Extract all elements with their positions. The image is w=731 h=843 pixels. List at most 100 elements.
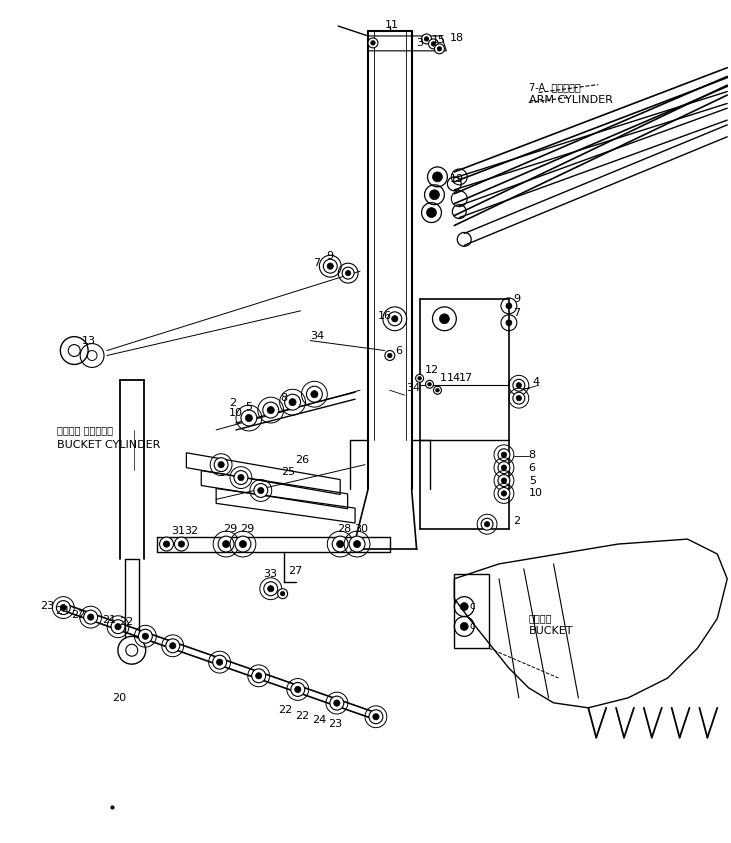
Circle shape bbox=[501, 491, 507, 497]
Text: 14: 14 bbox=[447, 373, 461, 384]
Text: 29: 29 bbox=[223, 524, 238, 534]
Text: BUCKET CYLINDER: BUCKET CYLINDER bbox=[57, 440, 161, 450]
Text: 8: 8 bbox=[281, 393, 288, 403]
Circle shape bbox=[418, 377, 421, 380]
Circle shape bbox=[257, 487, 264, 494]
Text: 16: 16 bbox=[378, 311, 392, 321]
Circle shape bbox=[311, 390, 318, 398]
Text: BUCKET: BUCKET bbox=[529, 626, 573, 636]
Circle shape bbox=[159, 537, 173, 551]
Circle shape bbox=[138, 629, 152, 643]
Text: 26: 26 bbox=[295, 454, 310, 464]
Circle shape bbox=[368, 38, 378, 48]
Circle shape bbox=[175, 537, 189, 551]
Circle shape bbox=[506, 303, 512, 309]
Circle shape bbox=[336, 540, 344, 548]
Text: 22: 22 bbox=[278, 705, 292, 715]
Circle shape bbox=[267, 406, 274, 414]
Circle shape bbox=[434, 44, 444, 54]
Text: ARM CYLINDER: ARM CYLINDER bbox=[529, 95, 613, 105]
Circle shape bbox=[354, 540, 360, 548]
Circle shape bbox=[428, 39, 439, 49]
Circle shape bbox=[143, 633, 148, 639]
Text: 22: 22 bbox=[295, 711, 310, 721]
Circle shape bbox=[437, 46, 442, 51]
Circle shape bbox=[295, 686, 301, 693]
Text: 30: 30 bbox=[354, 524, 368, 534]
Circle shape bbox=[88, 614, 94, 620]
Circle shape bbox=[387, 353, 392, 357]
Text: 23: 23 bbox=[40, 600, 55, 610]
Text: バケット シリンダ゛: バケット シリンダ゛ bbox=[57, 425, 113, 435]
Text: 25: 25 bbox=[281, 467, 295, 476]
Text: 6: 6 bbox=[395, 346, 402, 356]
Circle shape bbox=[330, 696, 344, 710]
Text: 7: 7 bbox=[513, 308, 520, 318]
Text: 27: 27 bbox=[289, 566, 303, 576]
Circle shape bbox=[213, 655, 227, 669]
Circle shape bbox=[111, 620, 125, 634]
Circle shape bbox=[501, 478, 507, 483]
Text: 12: 12 bbox=[425, 365, 439, 375]
Circle shape bbox=[424, 37, 429, 41]
Circle shape bbox=[433, 172, 442, 182]
Circle shape bbox=[84, 610, 98, 624]
Circle shape bbox=[60, 604, 67, 610]
Circle shape bbox=[234, 470, 248, 485]
Circle shape bbox=[373, 714, 379, 720]
Circle shape bbox=[485, 522, 490, 527]
Circle shape bbox=[214, 458, 228, 471]
Text: 18: 18 bbox=[450, 33, 463, 43]
Text: 32: 32 bbox=[184, 526, 199, 536]
Text: 8: 8 bbox=[529, 450, 536, 459]
Circle shape bbox=[164, 541, 170, 547]
Circle shape bbox=[306, 386, 322, 402]
Circle shape bbox=[235, 536, 251, 552]
Text: 5: 5 bbox=[529, 475, 536, 486]
Circle shape bbox=[426, 207, 436, 217]
Circle shape bbox=[461, 622, 469, 631]
Circle shape bbox=[388, 312, 402, 325]
Circle shape bbox=[289, 399, 296, 405]
Circle shape bbox=[327, 263, 333, 269]
Circle shape bbox=[498, 487, 510, 499]
Circle shape bbox=[241, 410, 257, 426]
Circle shape bbox=[430, 190, 439, 200]
Circle shape bbox=[461, 603, 469, 610]
Circle shape bbox=[501, 452, 507, 458]
Text: 9: 9 bbox=[326, 251, 333, 261]
Text: 9: 9 bbox=[513, 294, 520, 304]
Text: 17: 17 bbox=[459, 373, 474, 384]
Text: 15: 15 bbox=[431, 35, 445, 45]
Circle shape bbox=[278, 588, 287, 599]
Text: 2: 2 bbox=[229, 398, 236, 408]
Text: 22: 22 bbox=[71, 609, 86, 620]
Text: 23: 23 bbox=[328, 719, 342, 728]
Circle shape bbox=[431, 41, 436, 46]
Text: 28: 28 bbox=[337, 524, 352, 534]
Circle shape bbox=[433, 386, 442, 395]
Circle shape bbox=[254, 484, 268, 497]
Text: 24: 24 bbox=[312, 715, 327, 725]
Text: 29: 29 bbox=[240, 524, 254, 534]
Circle shape bbox=[222, 540, 230, 548]
Text: 24: 24 bbox=[56, 605, 69, 615]
Circle shape bbox=[436, 389, 439, 392]
Text: 22: 22 bbox=[119, 617, 133, 627]
Circle shape bbox=[281, 592, 285, 596]
Circle shape bbox=[216, 659, 223, 665]
Text: 7: 7 bbox=[314, 258, 320, 268]
Circle shape bbox=[428, 383, 431, 386]
Circle shape bbox=[170, 642, 176, 649]
Circle shape bbox=[513, 379, 525, 391]
Text: 10: 10 bbox=[529, 488, 542, 498]
Circle shape bbox=[115, 624, 121, 630]
Circle shape bbox=[264, 582, 278, 596]
Circle shape bbox=[251, 668, 265, 683]
Circle shape bbox=[498, 462, 510, 474]
Circle shape bbox=[166, 639, 180, 652]
Circle shape bbox=[506, 319, 512, 325]
Circle shape bbox=[416, 374, 423, 382]
Circle shape bbox=[178, 541, 184, 547]
Circle shape bbox=[246, 415, 252, 422]
